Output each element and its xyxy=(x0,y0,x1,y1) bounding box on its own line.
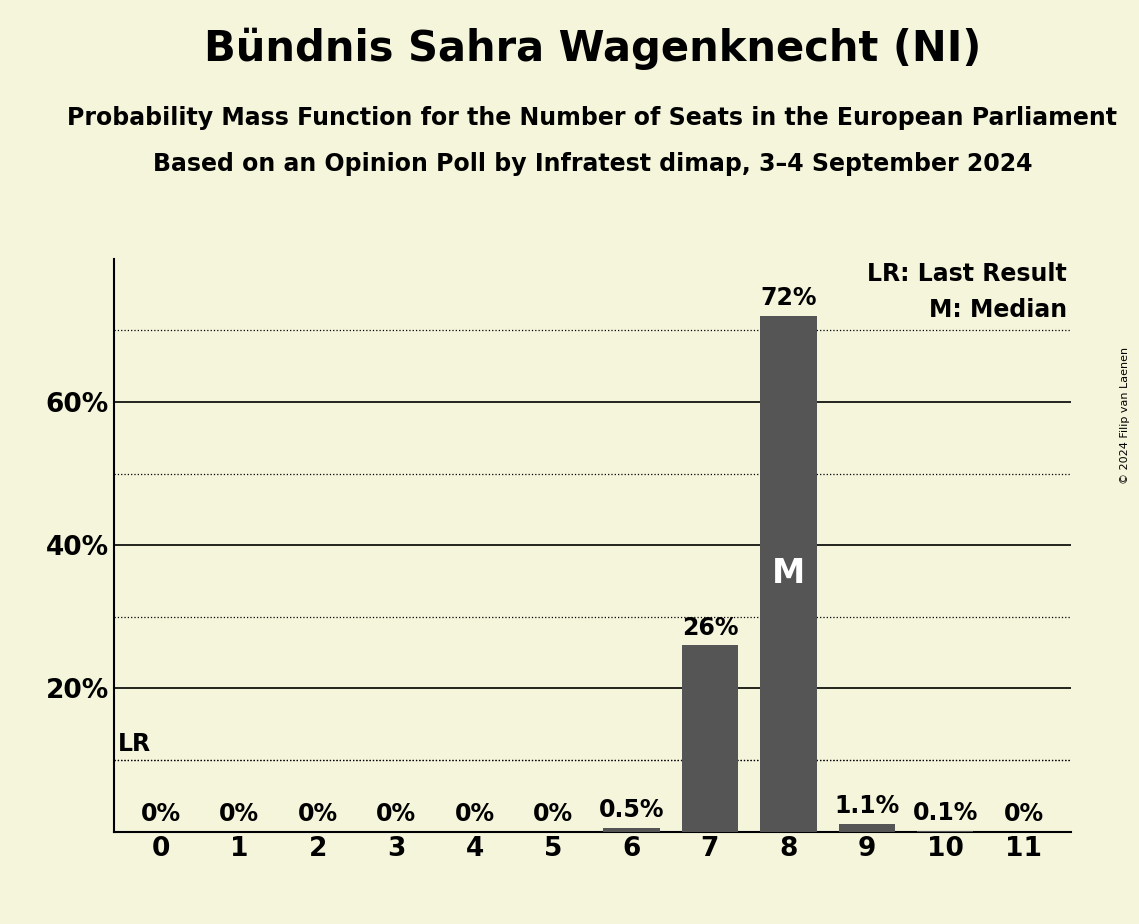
Text: 0%: 0% xyxy=(376,802,416,826)
Text: 0%: 0% xyxy=(454,802,494,826)
Text: Bündnis Sahra Wagenknecht (NI): Bündnis Sahra Wagenknecht (NI) xyxy=(204,28,981,70)
Bar xyxy=(760,316,817,832)
Text: 0%: 0% xyxy=(533,802,573,826)
Text: 0.5%: 0.5% xyxy=(599,798,664,822)
Text: Probability Mass Function for the Number of Seats in the European Parliament: Probability Mass Function for the Number… xyxy=(67,106,1117,130)
Text: 0%: 0% xyxy=(297,802,338,826)
Bar xyxy=(604,828,659,832)
Text: Based on an Opinion Poll by Infratest dimap, 3–4 September 2024: Based on an Opinion Poll by Infratest di… xyxy=(153,152,1032,176)
Text: 1.1%: 1.1% xyxy=(834,794,900,818)
Text: © 2024 Filip van Laenen: © 2024 Filip van Laenen xyxy=(1120,347,1130,484)
Bar xyxy=(681,645,738,832)
Text: 0.1%: 0.1% xyxy=(912,801,978,825)
Text: 0%: 0% xyxy=(1003,802,1043,826)
Text: M: M xyxy=(772,557,805,590)
Text: 0%: 0% xyxy=(141,802,181,826)
Text: 26%: 26% xyxy=(681,615,738,639)
Text: 72%: 72% xyxy=(760,286,817,310)
Text: 0%: 0% xyxy=(220,802,260,826)
Text: M: Median: M: Median xyxy=(928,298,1067,322)
Text: LR: LR xyxy=(117,733,151,757)
Text: LR: Last Result: LR: Last Result xyxy=(867,262,1067,286)
Bar xyxy=(838,823,895,832)
